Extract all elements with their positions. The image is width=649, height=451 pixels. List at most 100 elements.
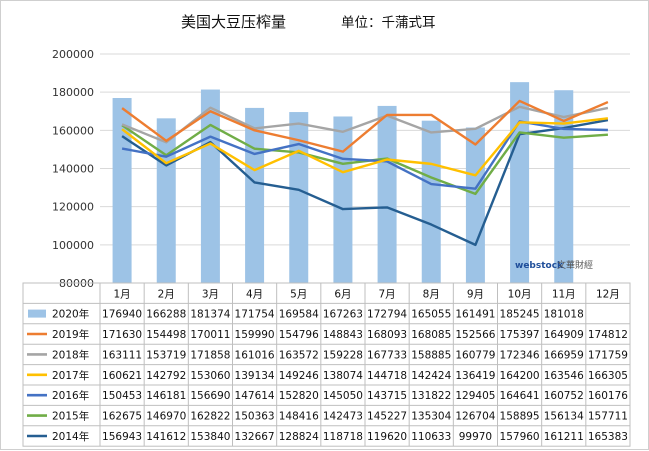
table-cell-value: 169584 bbox=[279, 309, 319, 321]
table-cell-value: 126704 bbox=[455, 411, 495, 423]
table-cell-value: 157711 bbox=[588, 411, 628, 423]
table-cell-value: 142473 bbox=[323, 411, 363, 423]
x-tick-label: 10月 bbox=[508, 288, 532, 300]
x-tick-label: 11月 bbox=[552, 288, 576, 300]
table-cell-value: 168093 bbox=[367, 329, 407, 341]
table-cell-value: 139134 bbox=[235, 370, 275, 382]
table-cell-value: 143715 bbox=[367, 390, 407, 402]
table-cell-value: 153719 bbox=[146, 349, 186, 361]
chart-subtitle: 单位：千蒲式耳 bbox=[341, 15, 436, 31]
table-cell-value: 160621 bbox=[102, 370, 142, 382]
x-tick-label: 6月 bbox=[334, 288, 351, 300]
table-cell-value: 166959 bbox=[544, 349, 584, 361]
table-cell-value: 152566 bbox=[455, 329, 495, 341]
chart-title: 美国大豆压榨量 bbox=[181, 13, 286, 31]
x-tick-label: 5月 bbox=[290, 288, 307, 300]
table-cell-value: 158885 bbox=[411, 349, 451, 361]
table-cell-value: 142792 bbox=[146, 370, 186, 382]
legend-series-name: 2016年 bbox=[52, 389, 89, 402]
table-cell-value: 159228 bbox=[323, 349, 363, 361]
table-cell-value: 174812 bbox=[588, 329, 628, 341]
y-tick-label: 180000 bbox=[52, 86, 94, 99]
table-cell-value: 171630 bbox=[102, 329, 142, 341]
table-cell-value: 172346 bbox=[500, 349, 540, 361]
y-tick-label: 140000 bbox=[52, 163, 94, 176]
table-cell-value: 161491 bbox=[455, 309, 495, 321]
bar-2020 bbox=[200, 89, 220, 283]
table-cell-value: 164200 bbox=[500, 370, 540, 382]
table-cell-value: 149246 bbox=[279, 370, 319, 382]
watermark-logo: webstock 文華財經 bbox=[515, 259, 593, 271]
table-cell-value: 135304 bbox=[411, 411, 451, 423]
table-cell-value: 156134 bbox=[544, 411, 584, 423]
table-cell-value: 157960 bbox=[500, 431, 540, 443]
legend-series-name: 2018年 bbox=[52, 348, 89, 361]
x-tick-label: 4月 bbox=[246, 288, 263, 300]
table-cell-value: 165383 bbox=[588, 431, 628, 443]
table-cell-value: 158895 bbox=[500, 411, 540, 423]
table-cell-value: 161016 bbox=[235, 349, 275, 361]
table-cell-value: 159990 bbox=[235, 329, 275, 341]
table-cell-value: 145050 bbox=[323, 390, 363, 402]
bar-2020 bbox=[112, 98, 132, 283]
y-axis: 8000010000012000014000016000018000020000… bbox=[52, 48, 94, 290]
table-cell-value: 156943 bbox=[102, 431, 142, 443]
table-cell-value: 175397 bbox=[500, 329, 540, 341]
bar-2020 bbox=[465, 127, 485, 283]
table-cell-value: 152820 bbox=[279, 390, 319, 402]
table-cell-value: 164909 bbox=[544, 329, 584, 341]
table-cell-value: 150363 bbox=[235, 411, 275, 423]
bar-series-2020 bbox=[112, 82, 574, 283]
table-cell-value: 168085 bbox=[411, 329, 451, 341]
table-cell-value: 181018 bbox=[544, 309, 584, 321]
table-cell-value: 154498 bbox=[146, 329, 186, 341]
table-cell-value: 162822 bbox=[190, 411, 230, 423]
x-tick-label: 12月 bbox=[596, 288, 620, 300]
table-cell-value: 132667 bbox=[235, 431, 275, 443]
bar-2020 bbox=[377, 105, 397, 283]
table-cell-value: 146970 bbox=[146, 411, 186, 423]
table-cell-value: 118718 bbox=[323, 431, 363, 443]
y-tick-label: 160000 bbox=[52, 124, 94, 137]
table-cell-value: 153060 bbox=[190, 370, 230, 382]
table-cell-value: 171858 bbox=[190, 349, 230, 361]
y-tick-label: 100000 bbox=[52, 239, 94, 252]
series-line-2014年 bbox=[121, 118, 609, 247]
table-cell-value: 181374 bbox=[190, 309, 230, 321]
table-cell-value: 141612 bbox=[146, 431, 186, 443]
table-cell-value: 119620 bbox=[367, 431, 407, 443]
table-cell-value: 131822 bbox=[411, 390, 451, 402]
series-line-2018年 bbox=[121, 105, 609, 144]
bar-2020 bbox=[333, 116, 353, 283]
table-cell-value: 172794 bbox=[367, 309, 407, 321]
table-cell-value: 144718 bbox=[367, 370, 407, 382]
table-cell-value: 166305 bbox=[588, 370, 628, 382]
y-tick-label: 200000 bbox=[52, 48, 94, 61]
table-cell-value: 99970 bbox=[459, 431, 492, 443]
table-cell-value: 162675 bbox=[102, 411, 142, 423]
bar-2020 bbox=[510, 82, 530, 283]
table-cell-value: 160752 bbox=[544, 390, 584, 402]
table-cell-value: 138074 bbox=[323, 370, 363, 382]
x-tick-label: 7月 bbox=[378, 288, 395, 300]
table-cell-value: 136419 bbox=[455, 370, 495, 382]
table-cell-value: 148843 bbox=[323, 329, 363, 341]
table-cell-value: 176940 bbox=[102, 309, 142, 321]
y-tick-label: 120000 bbox=[52, 201, 94, 214]
table-cell-value: 167263 bbox=[323, 309, 363, 321]
table-cell-value: 167733 bbox=[367, 349, 407, 361]
table-cell-value: 154796 bbox=[279, 329, 319, 341]
series-line-2019年 bbox=[121, 99, 609, 153]
legend-series-name: 2020年 bbox=[52, 308, 89, 321]
table-cell-value: 142424 bbox=[411, 370, 451, 382]
table-cell-value: 160779 bbox=[455, 349, 495, 361]
x-tick-label: 8月 bbox=[423, 288, 440, 300]
watermark-logo-text: webstock bbox=[515, 261, 564, 271]
table-cell-value: 148416 bbox=[279, 411, 319, 423]
bar-2020 bbox=[421, 120, 441, 283]
table-cell-value: 166288 bbox=[146, 309, 186, 321]
data-table: 1月 2月 3月 4月 5月 6月 7月 8月 9月 10月 11月 12月 2020年 176940 16… bbox=[22, 282, 631, 447]
table-cell-value: 146181 bbox=[146, 390, 186, 402]
